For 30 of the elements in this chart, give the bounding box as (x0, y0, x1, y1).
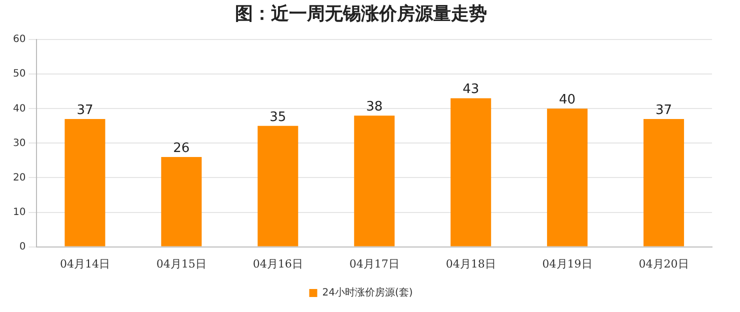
data-label: 38 (366, 99, 383, 114)
y-tick-label: 50 (12, 68, 26, 80)
x-tick-label: 04月19日 (542, 257, 592, 270)
bar (64, 119, 106, 246)
data-label: 43 (462, 82, 480, 98)
bar (547, 108, 588, 246)
x-tick-label: 04月17日 (349, 257, 400, 270)
bar (258, 126, 298, 246)
legend-label: 24小时涨价房源(套) (322, 286, 413, 299)
bar (644, 119, 684, 246)
y-tick-label: 0 (19, 241, 26, 252)
y-tick-label: 10 (12, 206, 26, 218)
y-tick-label: 40 (12, 103, 26, 114)
data-label: 40 (559, 92, 576, 108)
data-label: 26 (173, 140, 190, 156)
y-tick-label: 60 (12, 34, 26, 46)
bar (354, 116, 395, 246)
x-tick-label: 04月20日 (638, 257, 689, 270)
bar (161, 157, 202, 246)
x-tick-label: 04月16日 (252, 257, 303, 270)
x-tick-label: 04月18日 (446, 257, 496, 270)
x-tick-label: 04月14日 (60, 257, 110, 270)
y-tick-label: 20 (12, 172, 26, 184)
data-label: 37 (76, 102, 94, 118)
bar (450, 98, 492, 246)
x-tick-label: 04月15日 (156, 257, 206, 270)
y-tick-label: 30 (12, 138, 26, 149)
chart-title: 图：近一周无锡涨价房源量走势 (235, 3, 487, 24)
data-label: 37 (655, 102, 672, 118)
data-label: 35 (270, 110, 286, 125)
